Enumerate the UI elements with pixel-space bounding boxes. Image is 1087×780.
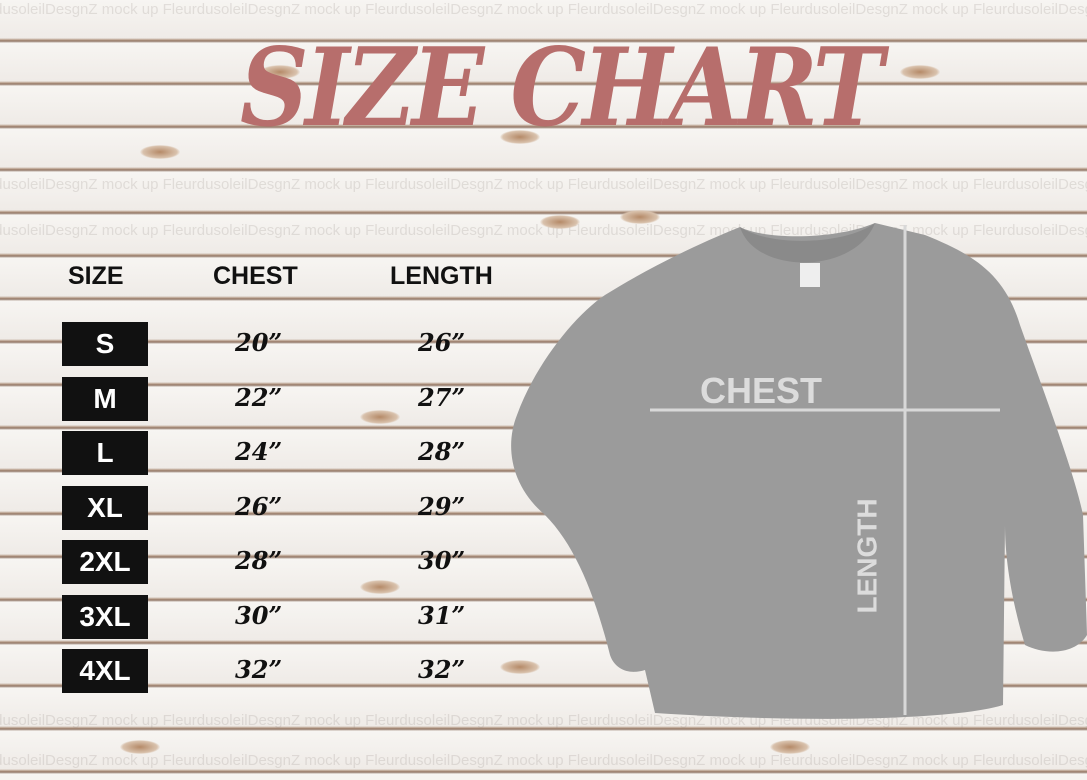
- wood-knot: [360, 580, 400, 594]
- size-badge: XL: [62, 485, 148, 530]
- chest-value: 30”: [235, 600, 283, 630]
- wood-knot: [360, 410, 400, 424]
- length-label: LENGTH: [851, 498, 883, 614]
- sweatshirt-diagram: [511, 223, 1087, 719]
- chest-value: 28”: [235, 546, 283, 575]
- size-badge: S: [62, 322, 148, 366]
- chest-value: 22”: [235, 382, 283, 412]
- neck-tag: [800, 263, 820, 287]
- watermark-text: FleurdusoleilDesgnZ mock up Fleurdusolei…: [0, 222, 1087, 239]
- chest-value: 26”: [235, 491, 283, 521]
- page-title: SIZE CHART: [239, 25, 884, 151]
- length-value: 27”: [418, 382, 466, 412]
- size-badge: 3XL: [62, 594, 148, 639]
- wood-knot: [540, 215, 580, 229]
- sweatshirt-collar: [740, 223, 875, 263]
- watermark-text: FleurdusoleilDesgnZ mock up Fleurdusolei…: [0, 752, 1087, 769]
- wood-knot: [260, 65, 300, 79]
- table-row: 3XL 30” 31”: [0, 594, 560, 641]
- length-value: 30”: [418, 546, 466, 575]
- watermark-text: FleurdusoleilDesgnZ mock up Fleurdusolei…: [0, 176, 1087, 193]
- length-value: 26”: [418, 328, 466, 357]
- wood-knot: [900, 65, 940, 79]
- length-value: 31”: [418, 600, 466, 630]
- chest-value: 32”: [235, 655, 283, 684]
- length-value: 28”: [418, 437, 466, 466]
- length-value: 32”: [418, 655, 466, 684]
- size-badge: 2XL: [62, 540, 148, 584]
- table-row: M 22” 27”: [0, 376, 560, 423]
- watermark-text: FleurdusoleilDesgnZ mock up Fleurdusolei…: [0, 1, 1087, 18]
- wood-knot: [140, 145, 180, 159]
- header-chest: CHEST: [213, 262, 298, 290]
- header-size: SIZE: [68, 262, 124, 290]
- size-badge: L: [62, 431, 148, 475]
- table-row: S 20” 26”: [0, 322, 560, 368]
- header-length: LENGTH: [390, 262, 493, 290]
- chest-value: 20”: [235, 328, 283, 357]
- wood-knot: [620, 210, 660, 224]
- wood-knot: [500, 660, 540, 674]
- sweatshirt-body: [511, 223, 1087, 719]
- table-row: L 24” 28”: [0, 431, 560, 477]
- size-badge: M: [62, 376, 148, 421]
- length-value: 29”: [418, 491, 466, 521]
- table-row: XL 26” 29”: [0, 485, 560, 532]
- table-row: 4XL 32” 32”: [0, 649, 560, 695]
- chest-label: CHEST: [700, 370, 823, 411]
- size-badge: 4XL: [62, 649, 148, 693]
- wood-knot: [500, 130, 540, 144]
- chest-value: 24”: [235, 437, 283, 466]
- table-row: 2XL 28” 30”: [0, 540, 560, 586]
- wood-knot: [770, 740, 810, 754]
- wood-knot: [120, 740, 160, 754]
